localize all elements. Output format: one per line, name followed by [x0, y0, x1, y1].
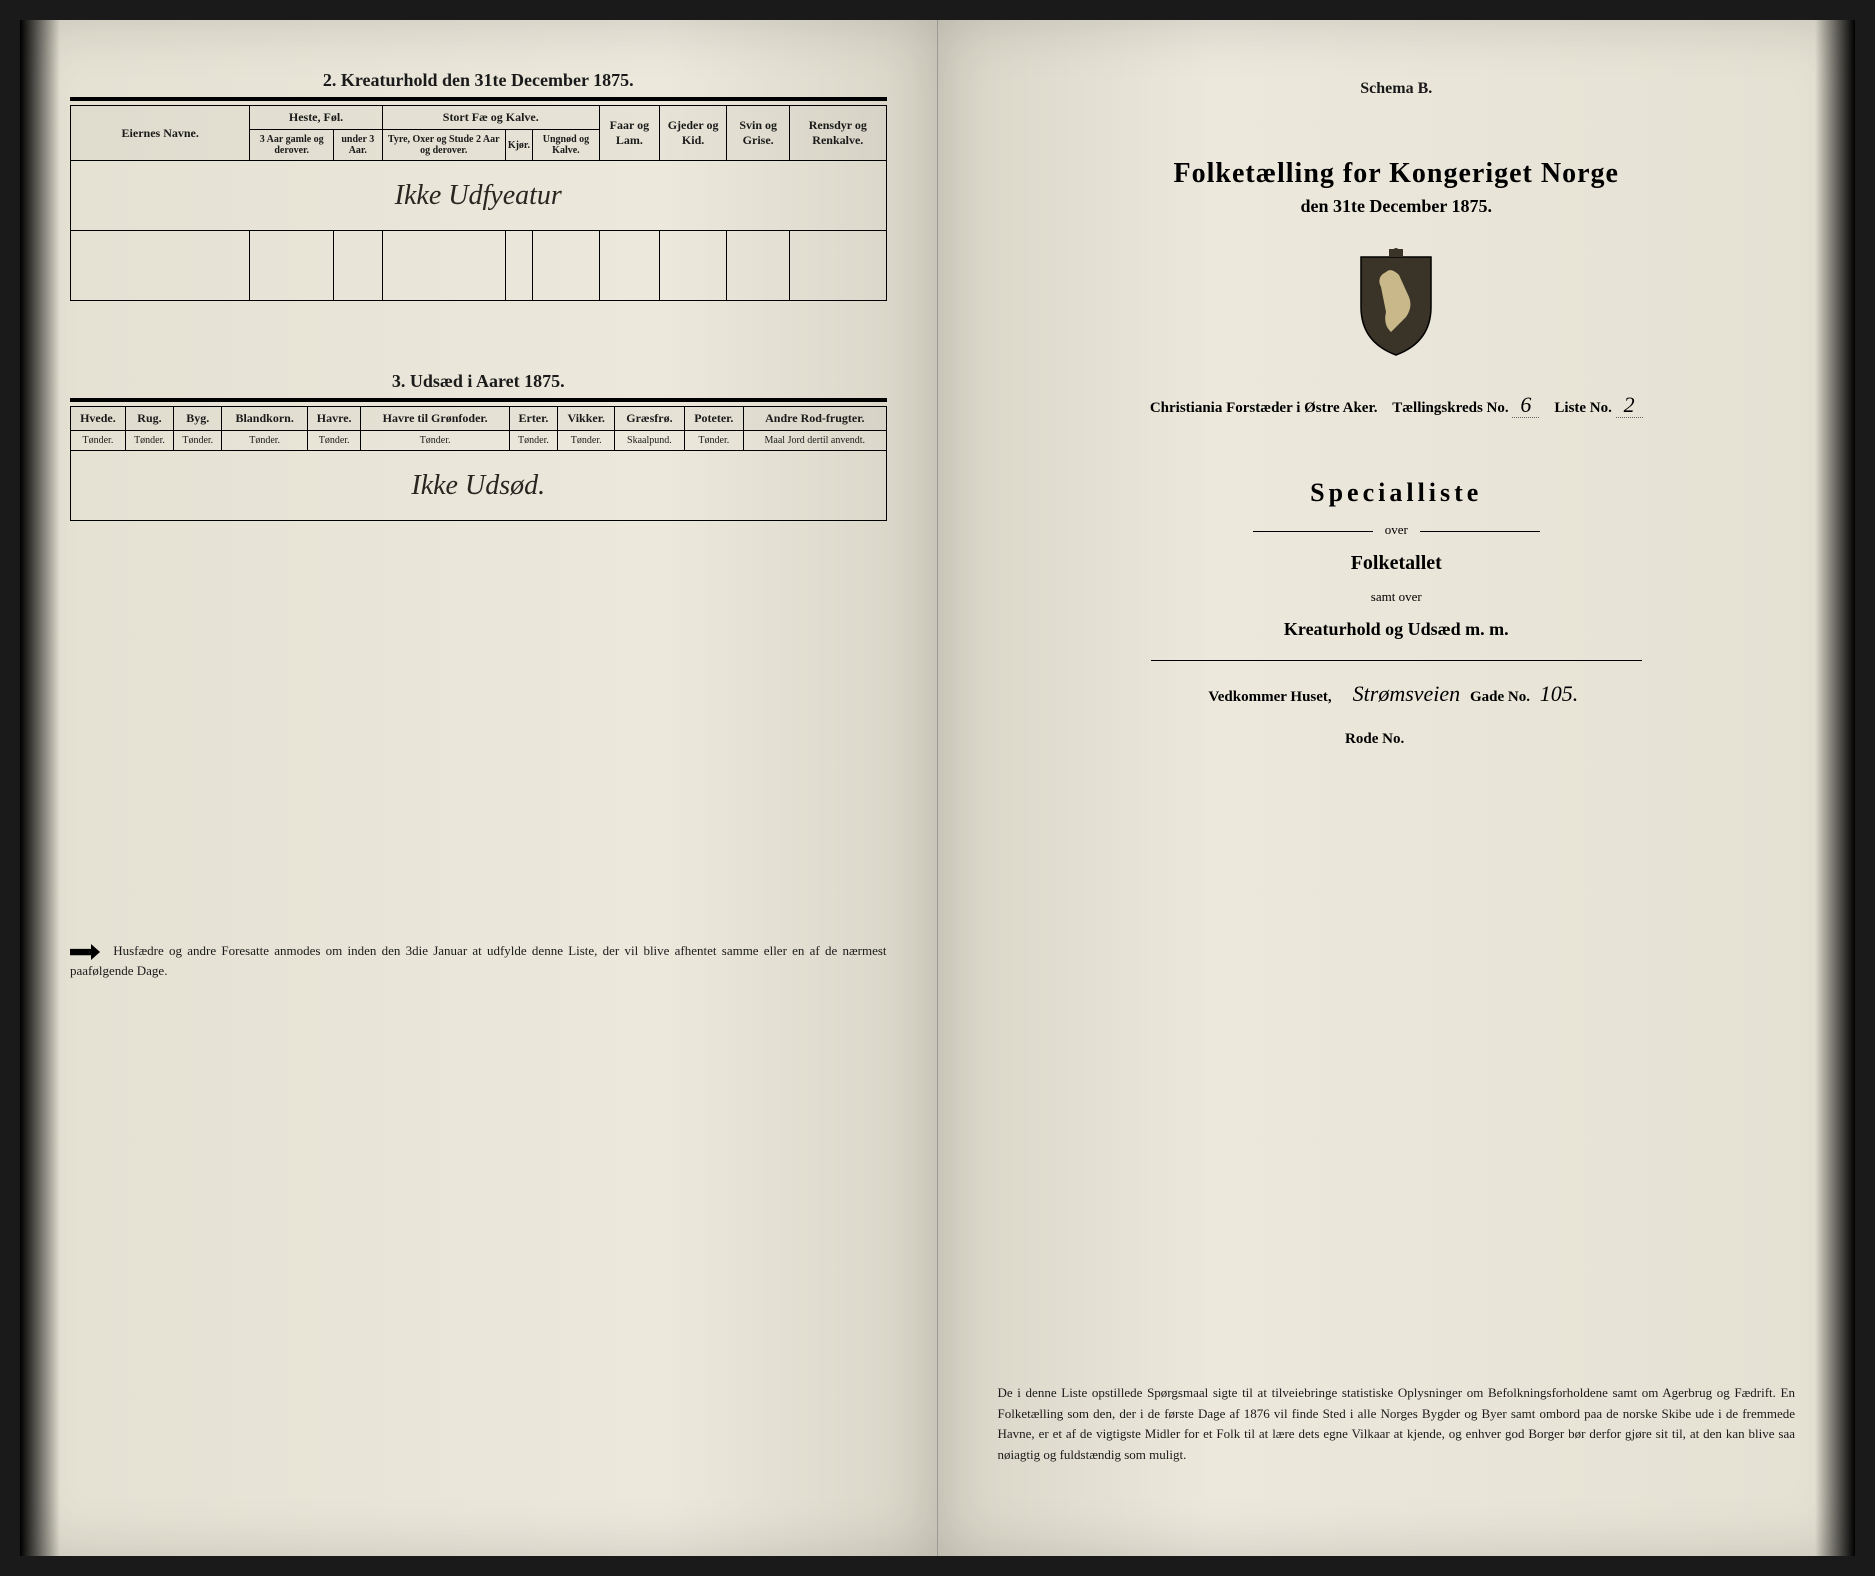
document-spread: 2. Kreaturhold den 31te December 1875. E… — [20, 20, 1855, 1556]
col-owners: Eiernes Navne. — [71, 106, 250, 161]
unit-0: Tønder. — [71, 431, 126, 451]
kreatur-label: Kreaturhold og Udsæd m. m. — [988, 619, 1806, 640]
col-rodfrugter: Andre Rod-frugter. — [744, 407, 886, 431]
sub-cattle-1: Tyre, Oxer og Stude 2 Aar og derover. — [382, 130, 505, 161]
unit-3: Tønder. — [222, 431, 307, 451]
sowing-data-row: Ikke Udsød. — [71, 451, 887, 521]
col-erter: Erter. — [509, 407, 557, 431]
col-havre: Havre. — [307, 407, 361, 431]
specialliste-title: Specialliste — [988, 478, 1806, 508]
sub-horses-1: 3 Aar gamle og derover. — [250, 130, 334, 161]
col-poteter: Poteter. — [684, 407, 744, 431]
samt-label: samt over — [988, 589, 1806, 605]
col-sheep: Faar og Lam. — [599, 106, 659, 161]
unit-9: Tønder. — [684, 431, 744, 451]
sowing-table: Hvede. Rug. Byg. Blandkorn. Havre. Havre… — [70, 406, 887, 521]
liste-label: Liste No. — [1554, 400, 1612, 416]
kreds-label: Tællingskreds No. — [1392, 400, 1508, 416]
house-label: Vedkommer Huset, — [1208, 689, 1331, 705]
unit-6: Tønder. — [509, 431, 557, 451]
liste-value: 2 — [1616, 392, 1643, 418]
livestock-table: Eiernes Navne. Heste, Føl. Stort Fæ og K… — [70, 105, 887, 301]
col-vikker: Vikker. — [558, 407, 615, 431]
locality-line: Christiania Forstæder i Østre Aker. Tæll… — [988, 392, 1806, 418]
handwritten-sowing: Ikke Udsød. — [411, 470, 545, 501]
main-title: Folketælling for Kongeriget Norge — [988, 158, 1806, 190]
gade-label: Gade No. — [1470, 689, 1530, 705]
unit-2: Tønder. — [174, 431, 222, 451]
col-byg: Byg. — [174, 407, 222, 431]
page-edge-shadow — [1815, 20, 1855, 1556]
sub-cattle-3: Ungnød og Kalve. — [532, 130, 599, 161]
rule — [70, 97, 887, 101]
left-footer-text: Husfædre og andre Foresatte anmodes om i… — [70, 943, 887, 978]
col-rug: Rug. — [125, 407, 173, 431]
locality-prefix: Christiania Forstæder i Østre Aker. — [1150, 400, 1378, 416]
kreds-value: 6 — [1512, 392, 1539, 418]
right-footer-text: De i denne Liste opstillede Spørgsmaal s… — [998, 1383, 1796, 1466]
col-graesfro: Græsfrø. — [615, 407, 684, 431]
pointer-icon — [70, 944, 100, 960]
col-reindeer: Rensdyr og Renkalve. — [790, 106, 886, 161]
rode-line: Rode No. — [988, 723, 1806, 749]
house-street: Strømsveien — [1347, 681, 1467, 706]
over-label: over — [988, 522, 1806, 538]
col-havre-gron: Havre til Grønfoder. — [361, 407, 509, 431]
page-edge-shadow — [20, 20, 60, 1556]
unit-5: Tønder. — [361, 431, 509, 451]
unit-8: Skaalpund. — [615, 431, 684, 451]
gade-value: 105. — [1534, 681, 1585, 706]
right-page: Schema B. Folketælling for Kongeriget No… — [938, 20, 1856, 1556]
col-hvede: Hvede. — [71, 407, 126, 431]
col-cattle: Stort Fæ og Kalve. — [382, 106, 599, 130]
col-pigs: Svin og Grise. — [727, 106, 790, 161]
coat-of-arms-icon — [988, 247, 1806, 362]
col-blandkorn: Blandkorn. — [222, 407, 307, 431]
section3-title: 3. Udsæd i Aaret 1875. — [70, 371, 887, 392]
title-date: den 31te December 1875. — [988, 196, 1806, 217]
handwritten-livestock: Ikke Udfyeatur — [395, 180, 562, 211]
livestock-data-row: Ikke Udfyeatur — [71, 161, 887, 231]
unit-10: Maal Jord dertil anvendt. — [744, 431, 886, 451]
house-line: Vedkommer Huset, Strømsveien Gade No. 10… — [988, 681, 1806, 707]
section2-title: 2. Kreaturhold den 31te December 1875. — [70, 70, 887, 91]
left-footer-note: Husfædre og andre Foresatte anmodes om i… — [70, 941, 887, 980]
rule — [70, 398, 887, 402]
schema-label: Schema B. — [988, 80, 1806, 98]
folketallet-label: Folketallet — [988, 552, 1806, 575]
rode-label: Rode No. — [1345, 731, 1404, 747]
unit-4: Tønder. — [307, 431, 361, 451]
col-goats: Gjeder og Kid. — [659, 106, 726, 161]
unit-7: Tønder. — [558, 431, 615, 451]
sub-cattle-2: Kjør. — [505, 130, 532, 161]
unit-1: Tønder. — [125, 431, 173, 451]
rule — [1151, 660, 1642, 661]
left-page: 2. Kreaturhold den 31te December 1875. E… — [20, 20, 938, 1556]
col-horses: Heste, Føl. — [250, 106, 382, 130]
sub-horses-2: under 3 Aar. — [333, 130, 382, 161]
